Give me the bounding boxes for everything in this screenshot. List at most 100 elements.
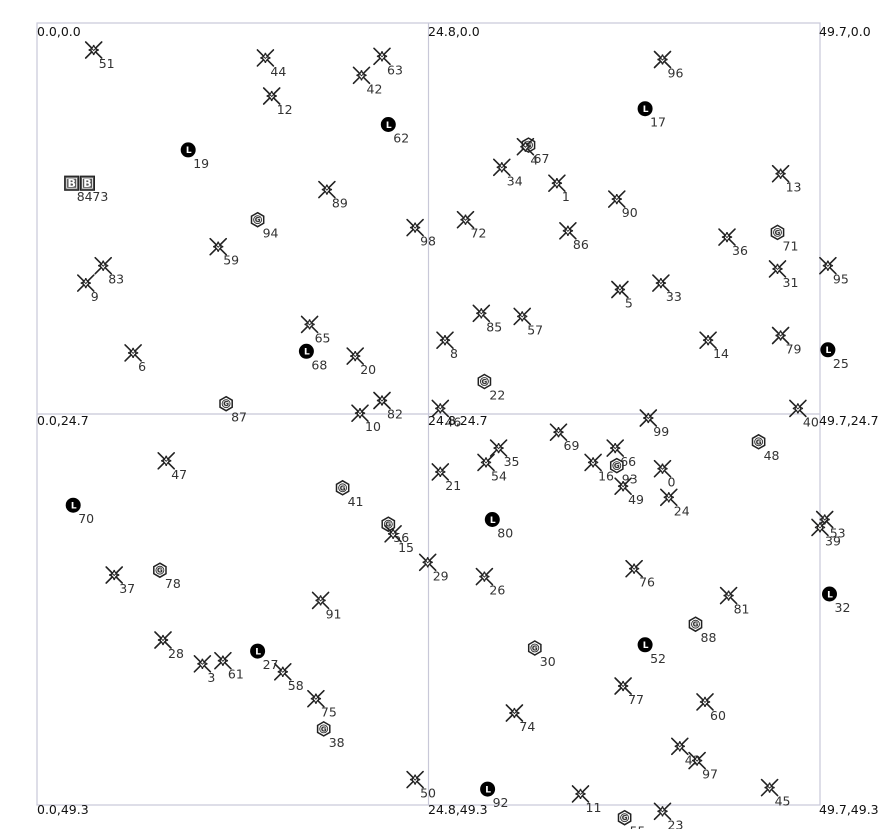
map-point-24[interactable]: 24 — [659, 488, 690, 518]
map-point-71[interactable]: G71 — [770, 224, 798, 253]
map-point-80[interactable]: L80 — [484, 512, 513, 541]
map-point-74[interactable]: 74 — [505, 704, 535, 734]
map-point-62[interactable]: L62 — [380, 117, 409, 146]
map-point-52[interactable]: L52 — [637, 637, 666, 666]
map-point-92[interactable]: L92 — [480, 781, 509, 811]
map-point-4[interactable]: 4 — [516, 137, 538, 168]
map-point-88[interactable]: G88 — [688, 616, 716, 645]
map-point-76[interactable]: 76 — [625, 559, 655, 590]
map-point-86[interactable]: 86 — [559, 222, 589, 252]
map-point-32[interactable]: L32 — [822, 586, 850, 616]
map-point-23[interactable]: 23 — [653, 802, 684, 832]
map-point-83[interactable]: 83 — [94, 256, 124, 287]
map-point-22[interactable]: G22 — [477, 373, 505, 403]
map-point-91[interactable]: 91 — [311, 591, 342, 621]
point-label: 96 — [668, 66, 684, 81]
map-point-0[interactable]: 0 — [653, 459, 676, 490]
map-point-42[interactable]: 42 — [352, 66, 383, 96]
map-point-33[interactable]: 33 — [652, 274, 682, 304]
map-point-10[interactable]: 10 — [351, 404, 381, 434]
map-point-48[interactable]: G48 — [751, 433, 780, 463]
map-point-95[interactable]: 95 — [819, 256, 849, 287]
point-label: 53 — [830, 526, 846, 541]
map-point-37[interactable]: 37 — [105, 566, 135, 596]
point-label: 78 — [165, 576, 181, 591]
map-point-70[interactable]: L70 — [65, 497, 94, 527]
map-point-87[interactable]: G87 — [219, 395, 247, 425]
map-point-61[interactable]: 61 — [214, 651, 244, 682]
black-circle-l-icon: L — [298, 343, 314, 359]
map-point-26[interactable]: 26 — [475, 567, 505, 598]
map-point-60[interactable]: 60 — [696, 693, 726, 723]
map-point-49[interactable]: 49 — [614, 477, 644, 507]
map-point-79[interactable]: 79 — [771, 326, 802, 357]
map-point-85[interactable]: 85 — [472, 304, 502, 334]
map-point-81[interactable]: 81 — [719, 586, 750, 617]
spark-marker-icon — [209, 237, 227, 256]
map-point-54[interactable]: 54 — [477, 453, 507, 483]
map-point-1[interactable]: 1 — [548, 174, 570, 204]
map-point-84[interactable]: B84 — [64, 175, 93, 204]
map-point-36[interactable]: 36 — [718, 228, 748, 258]
map-point-17[interactable]: L17 — [637, 101, 666, 130]
map-point-19[interactable]: L19 — [180, 142, 209, 171]
map-point-69[interactable]: 69 — [549, 423, 580, 453]
map-point-35[interactable]: 35 — [489, 439, 520, 469]
point-label: 59 — [223, 253, 239, 268]
map-point-6[interactable]: 6 — [124, 344, 146, 374]
map-point-58[interactable]: 58 — [273, 662, 304, 693]
map-point-94[interactable]: G94 — [250, 211, 279, 241]
map-point-34[interactable]: 34 — [492, 158, 523, 188]
map-point-12[interactable]: 12 — [262, 87, 293, 117]
map-point-28[interactable]: 28 — [154, 631, 184, 661]
map-point-21[interactable]: 21 — [431, 463, 461, 493]
map-point-97[interactable]: 97 — [688, 751, 718, 782]
map-point-8[interactable]: 8 — [436, 331, 458, 361]
map-point-30[interactable]: G30 — [527, 640, 556, 669]
map-point-13[interactable]: 13 — [771, 164, 802, 195]
map-point-16[interactable]: 16 — [584, 453, 614, 483]
map-point-89[interactable]: 89 — [318, 180, 348, 211]
map-point-38[interactable]: G38 — [316, 721, 345, 750]
map-point-3[interactable]: 3 — [193, 654, 215, 685]
map-point-82[interactable]: 82 — [373, 391, 403, 422]
map-point-39[interactable]: 39 — [811, 518, 841, 548]
map-point-29[interactable]: 29 — [418, 553, 449, 583]
map-point-65[interactable]: 65 — [300, 315, 331, 345]
map-point-75[interactable]: 75 — [307, 689, 337, 720]
map-point-59[interactable]: 59 — [209, 237, 239, 268]
map-point-50[interactable]: 50 — [406, 770, 436, 801]
map-point-99[interactable]: 99 — [639, 409, 669, 439]
map-point-66[interactable]: 66 — [606, 439, 636, 469]
map-point-31[interactable]: 31 — [768, 260, 799, 290]
map-point-41[interactable]: G41 — [335, 479, 364, 509]
map-point-5[interactable]: 5 — [611, 280, 633, 311]
map-point-72[interactable]: 72 — [456, 210, 487, 241]
map-point-78[interactable]: G78 — [153, 562, 181, 591]
map-point-14[interactable]: 14 — [699, 331, 729, 361]
map-point-46[interactable]: 46 — [431, 399, 461, 429]
map-point-68[interactable]: L68 — [298, 343, 327, 373]
map-point-44[interactable]: 44 — [256, 49, 286, 79]
map-point-27[interactable]: L27 — [250, 643, 279, 673]
map-point-57[interactable]: 57 — [513, 307, 543, 337]
map-point-98[interactable]: 98 — [406, 218, 436, 249]
map-point-73[interactable]: B73 — [79, 175, 108, 204]
map-point-40[interactable]: 40 — [789, 399, 819, 429]
map-point-53[interactable]: 53 — [815, 510, 846, 541]
map-point-47[interactable]: 47 — [157, 451, 187, 482]
map-point-51[interactable]: 51 — [84, 41, 115, 71]
map-point-77[interactable]: 77 — [614, 677, 644, 707]
map-point-55[interactable]: G55 — [617, 809, 646, 833]
map-point-96[interactable]: 96 — [653, 50, 684, 81]
map-point-11[interactable]: 11 — [571, 785, 602, 815]
map-point-90[interactable]: 90 — [607, 190, 638, 220]
map-point-25[interactable]: L25 — [820, 342, 849, 371]
map-point-63[interactable]: 63 — [373, 47, 403, 77]
map-point-20[interactable]: 20 — [346, 347, 376, 377]
map-point-9[interactable]: 9 — [77, 274, 99, 304]
point-label: 35 — [504, 454, 520, 469]
map-point-15[interactable]: 15 — [384, 524, 414, 555]
map-point-45[interactable]: 45 — [760, 778, 791, 809]
